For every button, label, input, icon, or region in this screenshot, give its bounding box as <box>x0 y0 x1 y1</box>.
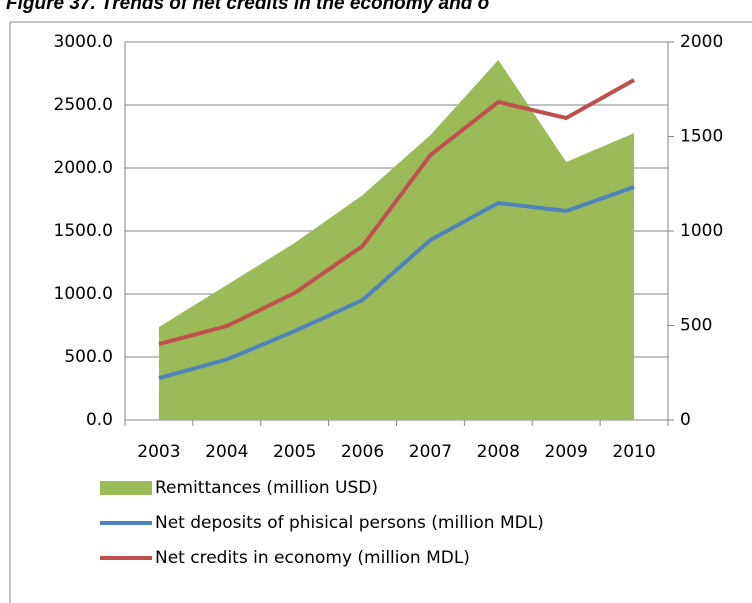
y-tick-label: 2500.0 <box>54 95 113 115</box>
area <box>158 59 635 420</box>
x-tick-label: 2008 <box>477 442 520 462</box>
x-tick-label: 2009 <box>545 442 588 462</box>
x-tick-label: 2006 <box>341 442 384 462</box>
x-tick-label: 2003 <box>137 442 180 462</box>
y2-tick-label: 0 <box>680 410 691 430</box>
y-tick-label: 1000.0 <box>54 284 113 304</box>
x-tick-label: 2005 <box>273 442 316 462</box>
y2-tick-label: 500 <box>680 316 712 336</box>
y-tick-label: 0.0 <box>86 410 113 430</box>
x-tick-label: 2004 <box>205 442 248 462</box>
x-tick-label: 2010 <box>612 442 655 462</box>
line <box>158 185 635 380</box>
legend-swatch <box>100 481 152 495</box>
y2-tick-label: 2000 <box>680 32 723 52</box>
y2-tick-label: 1000 <box>680 221 723 241</box>
legend-label: Remittances (million USD) <box>155 478 378 498</box>
legend-label: Net deposits of phisical persons (millio… <box>155 513 544 533</box>
y2-tick-label: 1500 <box>680 127 723 147</box>
y-tick-label: 2000.0 <box>54 158 113 178</box>
line <box>158 78 636 346</box>
y-tick-label: 1500.0 <box>54 221 113 241</box>
y-tick-label: 3000.0 <box>54 32 113 52</box>
x-tick-label: 2007 <box>409 442 452 462</box>
legend-label: Net credits in economy (million MDL) <box>155 548 470 568</box>
chart-title: Figure 37. Trends of net credits in the … <box>6 0 489 14</box>
y-tick-label: 500.0 <box>64 347 113 367</box>
